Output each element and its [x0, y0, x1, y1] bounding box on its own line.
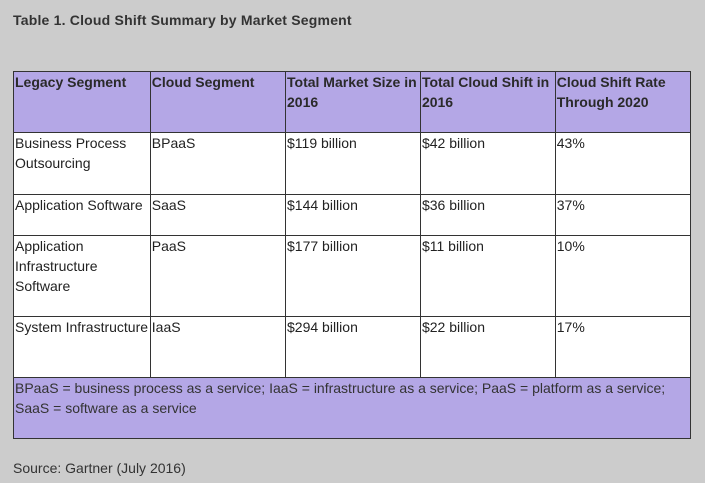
header-total-market-size: Total Market Size in 2016 [285, 71, 421, 133]
source-note: Source: Gartner (July 2016) [13, 460, 186, 476]
cell-market-size: $177 billion [285, 235, 421, 317]
cell-legacy-segment: Application Infrastructure Software [13, 235, 151, 317]
cell-market-size: $144 billion [285, 194, 421, 236]
header-legacy-segment: Legacy Segment [13, 71, 151, 133]
cell-legacy-segment: System Infrastructure [13, 316, 151, 378]
table-footnote-row: BPaaS = business process as a service; I… [13, 377, 691, 439]
header-cloud-shift-rate: Cloud Shift Rate Through 2020 [554, 71, 692, 133]
table-row: Business Process Outsourcing BPaaS $119 … [13, 132, 692, 195]
cell-cloud-shift: $36 billion [419, 194, 556, 236]
cell-market-size: $119 billion [285, 132, 421, 195]
cell-cloud-shift: $22 billion [419, 316, 556, 378]
cell-legacy-segment: Application Software [13, 194, 151, 236]
cell-cloud-segment: SaaS [149, 194, 287, 236]
cell-cloud-shift: $11 billion [419, 235, 556, 317]
header-total-cloud-shift: Total Cloud Shift in 2016 [419, 71, 556, 133]
table-header-row: Legacy Segment Cloud Segment Total Marke… [13, 71, 692, 133]
cell-legacy-segment: Business Process Outsourcing [13, 132, 151, 195]
cell-cloud-segment: PaaS [149, 235, 287, 317]
table-caption: Table 1. Cloud Shift Summary by Market S… [13, 12, 352, 28]
table-footnote: BPaaS = business process as a service; I… [13, 377, 691, 439]
cell-cloud-segment: IaaS [149, 316, 287, 378]
cell-cloud-shift: $42 billion [419, 132, 556, 195]
cloud-shift-table: Legacy Segment Cloud Segment Total Marke… [13, 71, 692, 439]
cell-shift-rate: 10% [554, 235, 692, 317]
table-row: Application Software SaaS $144 billion $… [13, 194, 692, 236]
cell-shift-rate: 17% [554, 316, 692, 378]
cell-cloud-segment: BPaaS [149, 132, 287, 195]
cell-shift-rate: 43% [554, 132, 692, 195]
cell-market-size: $294 billion [285, 316, 421, 378]
header-cloud-segment: Cloud Segment [149, 71, 287, 133]
table-row: Application Infrastructure Software PaaS… [13, 235, 692, 317]
cell-shift-rate: 37% [554, 194, 692, 236]
table-row: System Infrastructure IaaS $294 billion … [13, 316, 692, 378]
